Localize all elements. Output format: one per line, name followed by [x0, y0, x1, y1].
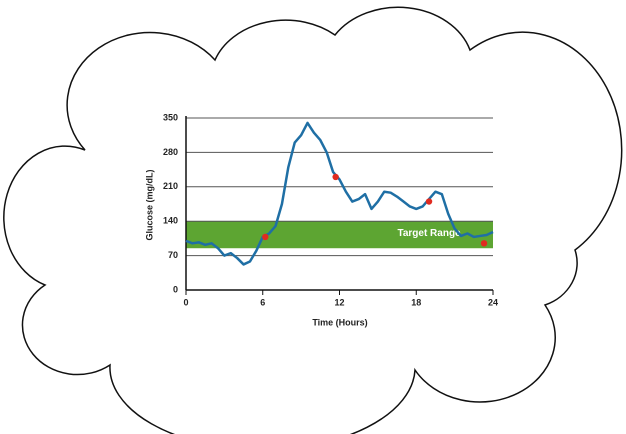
- y-tick-label: 140: [163, 216, 178, 226]
- y-axis-label: Glucose (mg/dL): [144, 169, 154, 240]
- highlight-point: [481, 240, 487, 246]
- x-tick-label: 18: [411, 297, 421, 307]
- y-tick-label: 280: [163, 147, 178, 157]
- y-tick-label: 350: [163, 112, 178, 122]
- target-range-label: Target Range: [397, 228, 461, 239]
- x-tick-label: 0: [183, 297, 188, 307]
- y-tick-label: 210: [163, 181, 178, 191]
- page: Glucose (mg/dL) Time (Hours) Target Rang…: [0, 0, 626, 434]
- x-tick-label: 24: [488, 297, 498, 307]
- cloud: [4, 7, 622, 434]
- screen: Glucose (mg/dL) Time (Hours) Target Rang…: [0, 0, 626, 434]
- x-tick-label: 12: [334, 297, 344, 307]
- x-tick-label: 6: [260, 297, 265, 307]
- highlight-point: [426, 198, 432, 204]
- highlight-point: [262, 234, 268, 240]
- highlight-point: [332, 174, 338, 180]
- x-axis-label: Time (Hours): [312, 317, 367, 327]
- y-tick-label: 70: [168, 250, 178, 260]
- y-tick-label: 0: [173, 284, 178, 294]
